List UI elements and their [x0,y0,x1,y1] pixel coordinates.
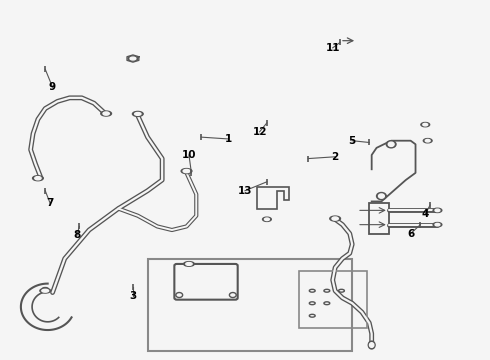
Circle shape [388,142,394,147]
Ellipse shape [135,112,141,115]
Text: 7: 7 [47,198,54,208]
Text: 12: 12 [252,127,267,137]
Ellipse shape [32,176,43,181]
Ellipse shape [42,289,49,292]
Ellipse shape [263,217,271,221]
Ellipse shape [435,224,440,226]
Ellipse shape [330,216,341,221]
Text: 5: 5 [348,136,356,146]
Ellipse shape [101,111,112,116]
Ellipse shape [35,177,41,180]
Text: 1: 1 [224,134,232,144]
Circle shape [376,193,386,200]
Ellipse shape [103,112,109,115]
Ellipse shape [184,262,195,266]
Text: 10: 10 [182,150,196,160]
Ellipse shape [368,341,375,349]
Text: 2: 2 [332,152,339,162]
Ellipse shape [132,111,143,116]
Ellipse shape [435,209,440,212]
Text: 9: 9 [49,82,56,92]
Ellipse shape [42,288,49,291]
Ellipse shape [425,139,430,142]
Circle shape [378,194,384,198]
Ellipse shape [332,217,338,220]
Ellipse shape [130,57,136,60]
Text: 8: 8 [74,230,80,240]
Ellipse shape [369,343,374,347]
Text: 13: 13 [238,186,252,196]
Ellipse shape [421,122,430,127]
Text: 11: 11 [325,43,340,53]
Ellipse shape [186,262,192,265]
Ellipse shape [433,208,442,212]
Ellipse shape [181,168,192,174]
Ellipse shape [265,218,270,221]
Text: 6: 6 [407,229,414,239]
Text: 4: 4 [421,209,429,219]
Ellipse shape [40,288,50,293]
Ellipse shape [433,222,442,227]
Ellipse shape [128,56,138,61]
Ellipse shape [183,170,190,173]
Ellipse shape [423,139,432,143]
Text: 3: 3 [129,291,137,301]
Circle shape [386,141,396,148]
Ellipse shape [423,123,428,126]
